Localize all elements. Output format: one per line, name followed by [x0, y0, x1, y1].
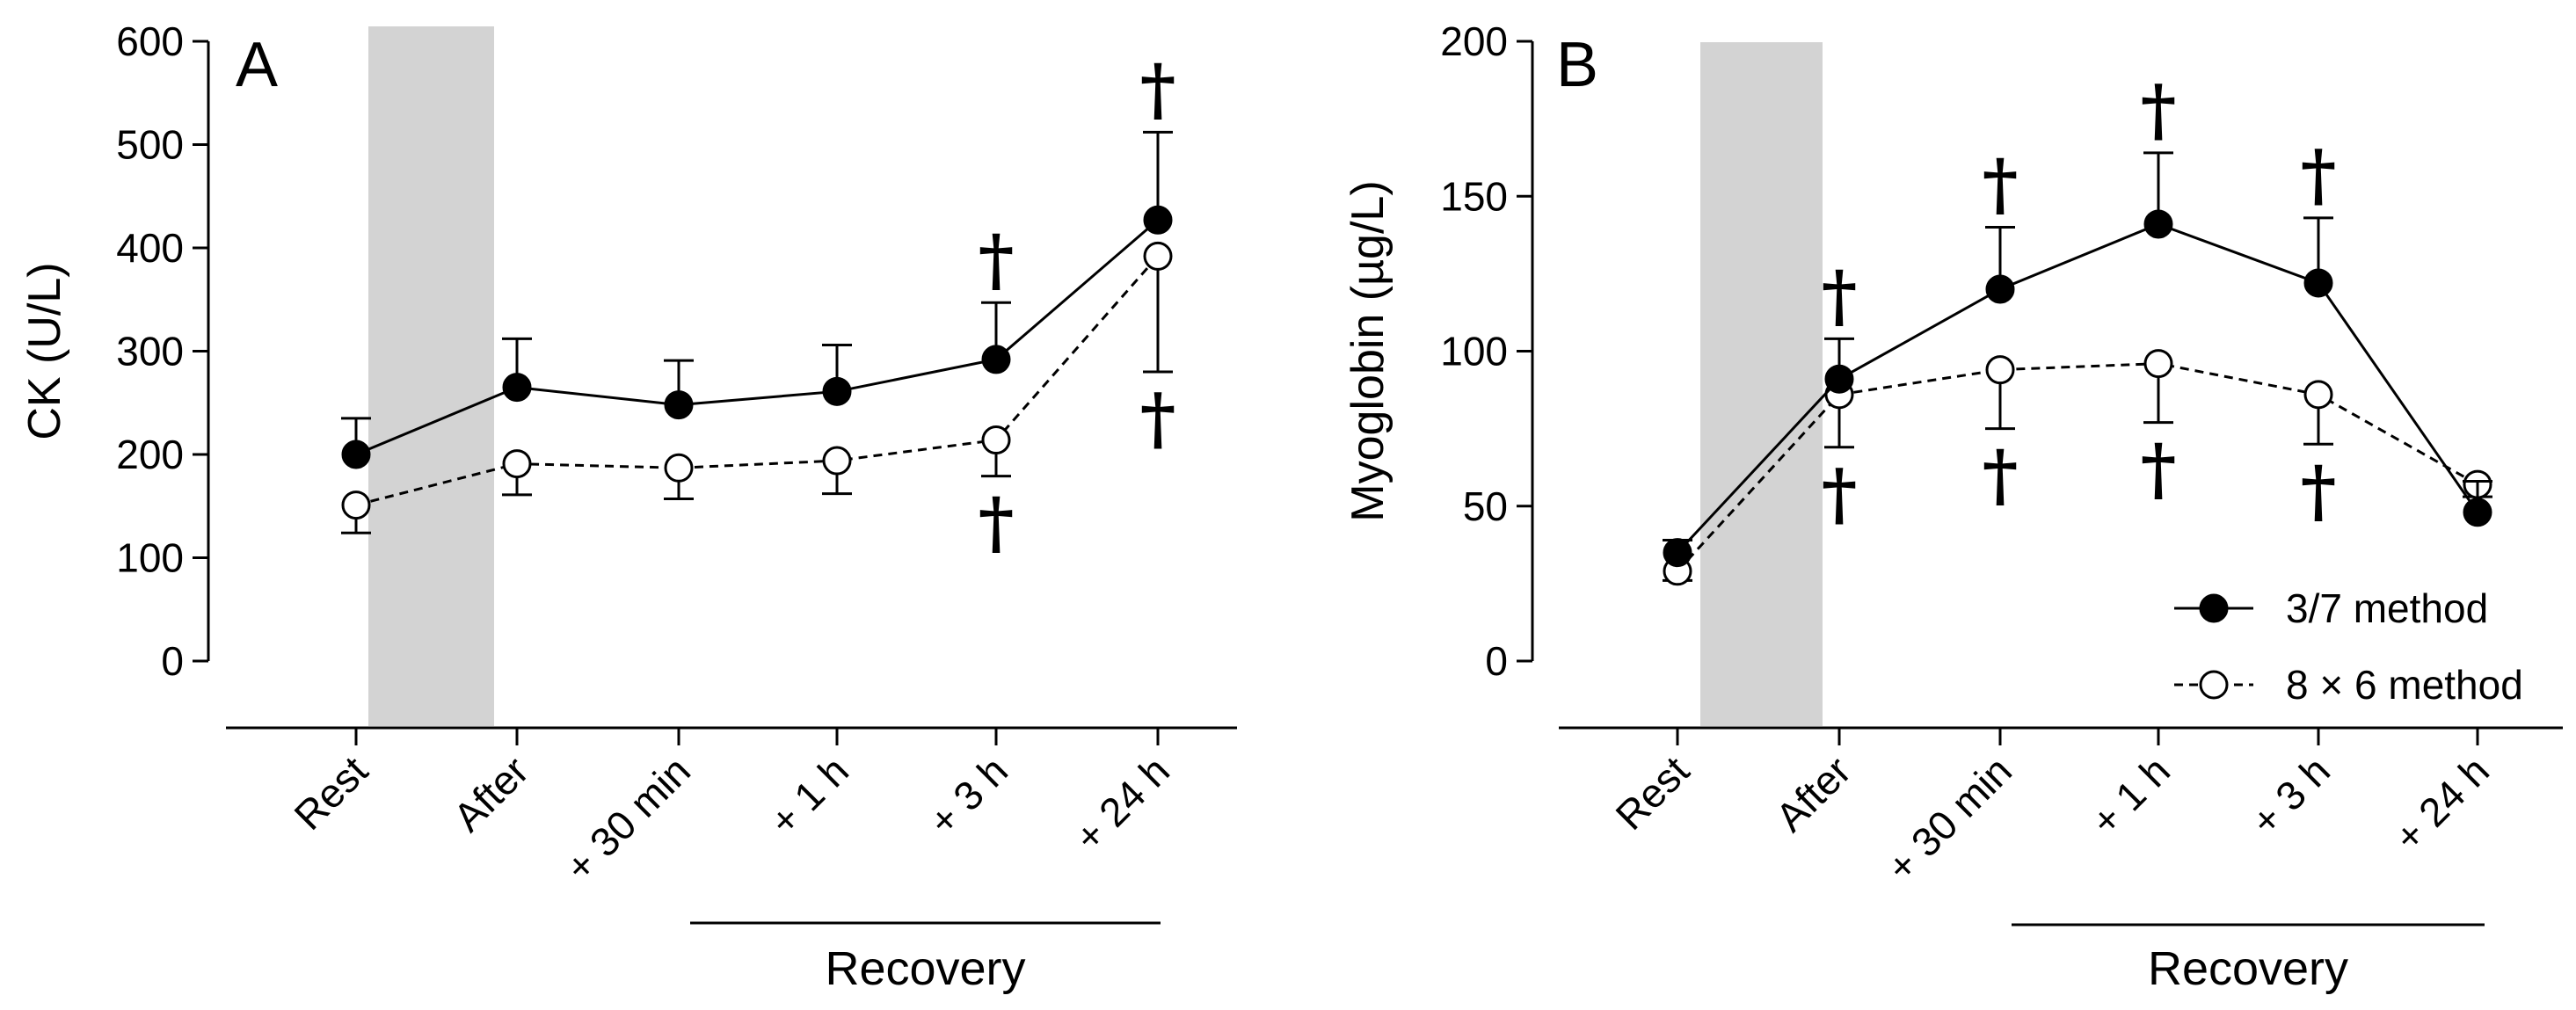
panel-b-series-8x6-significance-dagger: † — [2301, 451, 2337, 531]
panel-b-series-8x6-point — [2303, 380, 2333, 410]
panel-b-series-8x6-point — [2143, 349, 2173, 379]
panel-a-series-8x6-significance-dagger: † — [1140, 379, 1176, 459]
panel-b-legend-marker — [2199, 670, 2229, 700]
panel-a-y-tick-label: 400 — [116, 225, 184, 271]
panel-b-series-3-7-significance-dagger: † — [2301, 135, 2337, 215]
panel-a-y-tick-label: 500 — [116, 122, 184, 168]
panel-a-series-3-7-significance-dagger: † — [979, 220, 1015, 300]
panel-a-series-8x6-point — [822, 446, 852, 476]
panel-b-y-axis-title: Myoglobin (µg/L) — [1343, 180, 1394, 521]
panel-a-series-3-7-point — [981, 345, 1011, 374]
panel-b-series-3-7: † † † † — [1663, 70, 2492, 568]
panel-a-x-tick-label: + 30 min — [557, 747, 699, 890]
panel-a-x-tick-label: + 3 h — [920, 747, 1016, 844]
panel-a-y-axis-title: CK (U/L) — [19, 262, 70, 440]
panel-b-legend-entry: 8 × 6 method — [2174, 662, 2523, 708]
panel-a-y-tick-label: 200 — [116, 432, 184, 477]
panel-b-x-tick-label: + 1 h — [2082, 747, 2179, 844]
panel-b-y-tick-label: 200 — [1440, 18, 1508, 64]
panel-b-y-tick-label: 150 — [1440, 173, 1508, 219]
panel-a-series-3-7: †† — [341, 49, 1176, 469]
panel-b-legend-label: 8 × 6 method — [2286, 662, 2523, 708]
panel-a-y-tick-label: 600 — [116, 18, 184, 64]
panel-b-series-3-7-point — [1663, 538, 1692, 568]
panel-b-y-tick-label: 100 — [1440, 329, 1508, 374]
panel-b-series-8x6-significance-dagger: † — [1822, 454, 1858, 534]
panel-a-series-8x6-point — [502, 449, 532, 479]
panel-a-series-8x6-point — [664, 453, 694, 483]
panel-a-x-tick-label: After — [445, 747, 537, 839]
panel-b-series-8x6-point — [1985, 355, 2015, 385]
panel-a-y-tick-label: 300 — [116, 329, 184, 374]
panel-a-series-3-7-point — [502, 373, 532, 403]
panel-a-series-3-7-line — [355, 219, 1159, 456]
panel-a-series-3-7-point — [664, 390, 694, 420]
panel-b-series-8x6-line — [1676, 362, 2478, 572]
panel-b-recovery-label: Recovery — [2148, 942, 2348, 995]
panel-b-exercise-shade — [1700, 42, 1823, 726]
panel-b-series-3-7-point — [2303, 268, 2333, 298]
panel-a-series-8x6-significance-dagger: † — [979, 483, 1015, 563]
panel-b-series-3-7-line — [1676, 222, 2479, 554]
panel-a-series-3-7-point — [822, 376, 852, 406]
panel-b-x-tick-label: Rest — [1606, 747, 1698, 839]
panel-a-x-tick-label: + 24 h — [1066, 747, 1178, 860]
panel-a-y-tick-label: 100 — [116, 535, 184, 581]
panel-b-series-8x6-significance-dagger: † — [2141, 430, 2177, 510]
panel-b-legend-label: 3/7 method — [2286, 585, 2488, 631]
panel-b-series-3-7-significance-dagger: † — [2141, 70, 2177, 150]
panel-b-series-8x6: † † † † — [1663, 349, 2492, 586]
panel-b-x-tick-label: + 30 min — [1878, 747, 2020, 890]
panel-a-series-3-7-point — [1143, 205, 1173, 235]
panel-b-series-3-7-point — [2143, 209, 2173, 239]
panel-b-series-3-7-point — [2463, 498, 2492, 527]
panel-b-series-3-7-significance-dagger: † — [1822, 256, 1858, 336]
panel-b-legend: 3/7 method 8 × 6 method — [2174, 585, 2523, 708]
panel-b-series-3-7-significance-dagger: † — [1983, 145, 2019, 225]
panel-b-series-8x6-significance-dagger: † — [1983, 436, 2019, 516]
panel-b-legend-entry: 3/7 method — [2174, 585, 2488, 631]
panel-b-x-tick-label: + 24 h — [2385, 747, 2498, 860]
panel-a-series-8x6-line — [355, 255, 1160, 507]
panel-a-series-8x6-point — [341, 490, 371, 520]
panel-b-y-tick-label: 50 — [1463, 483, 1508, 529]
panel-a-series-3-7-point — [341, 440, 371, 469]
panel-a-exercise-shade — [368, 26, 494, 726]
panel-a-series-8x6-point — [981, 425, 1011, 455]
panel-a-x-tick-label: Rest — [285, 747, 376, 839]
panel-a-letter: A — [236, 30, 278, 100]
panel-a-x-tick-label: + 1 h — [760, 747, 857, 844]
panel-a-series-8x6-point — [1143, 241, 1173, 271]
panel-b-y-tick-label: 0 — [1485, 638, 1508, 684]
panel-a-series-3-7-significance-dagger: † — [1140, 49, 1176, 129]
panel-a-y-tick-label: 0 — [161, 638, 184, 684]
panel-b-series-3-7-point — [1985, 274, 2015, 304]
panel-b-x-tick-label: + 3 h — [2242, 747, 2339, 844]
panel-b-x-tick-label: After — [1767, 747, 1859, 839]
panel-a-series-8x6: †† — [341, 241, 1176, 563]
panel-a-recovery-label: Recovery — [825, 942, 1025, 995]
panel-b-letter: B — [1556, 30, 1598, 100]
panel-b-legend-marker — [2199, 593, 2229, 623]
panel-b-series-3-7-point — [1824, 364, 1854, 394]
